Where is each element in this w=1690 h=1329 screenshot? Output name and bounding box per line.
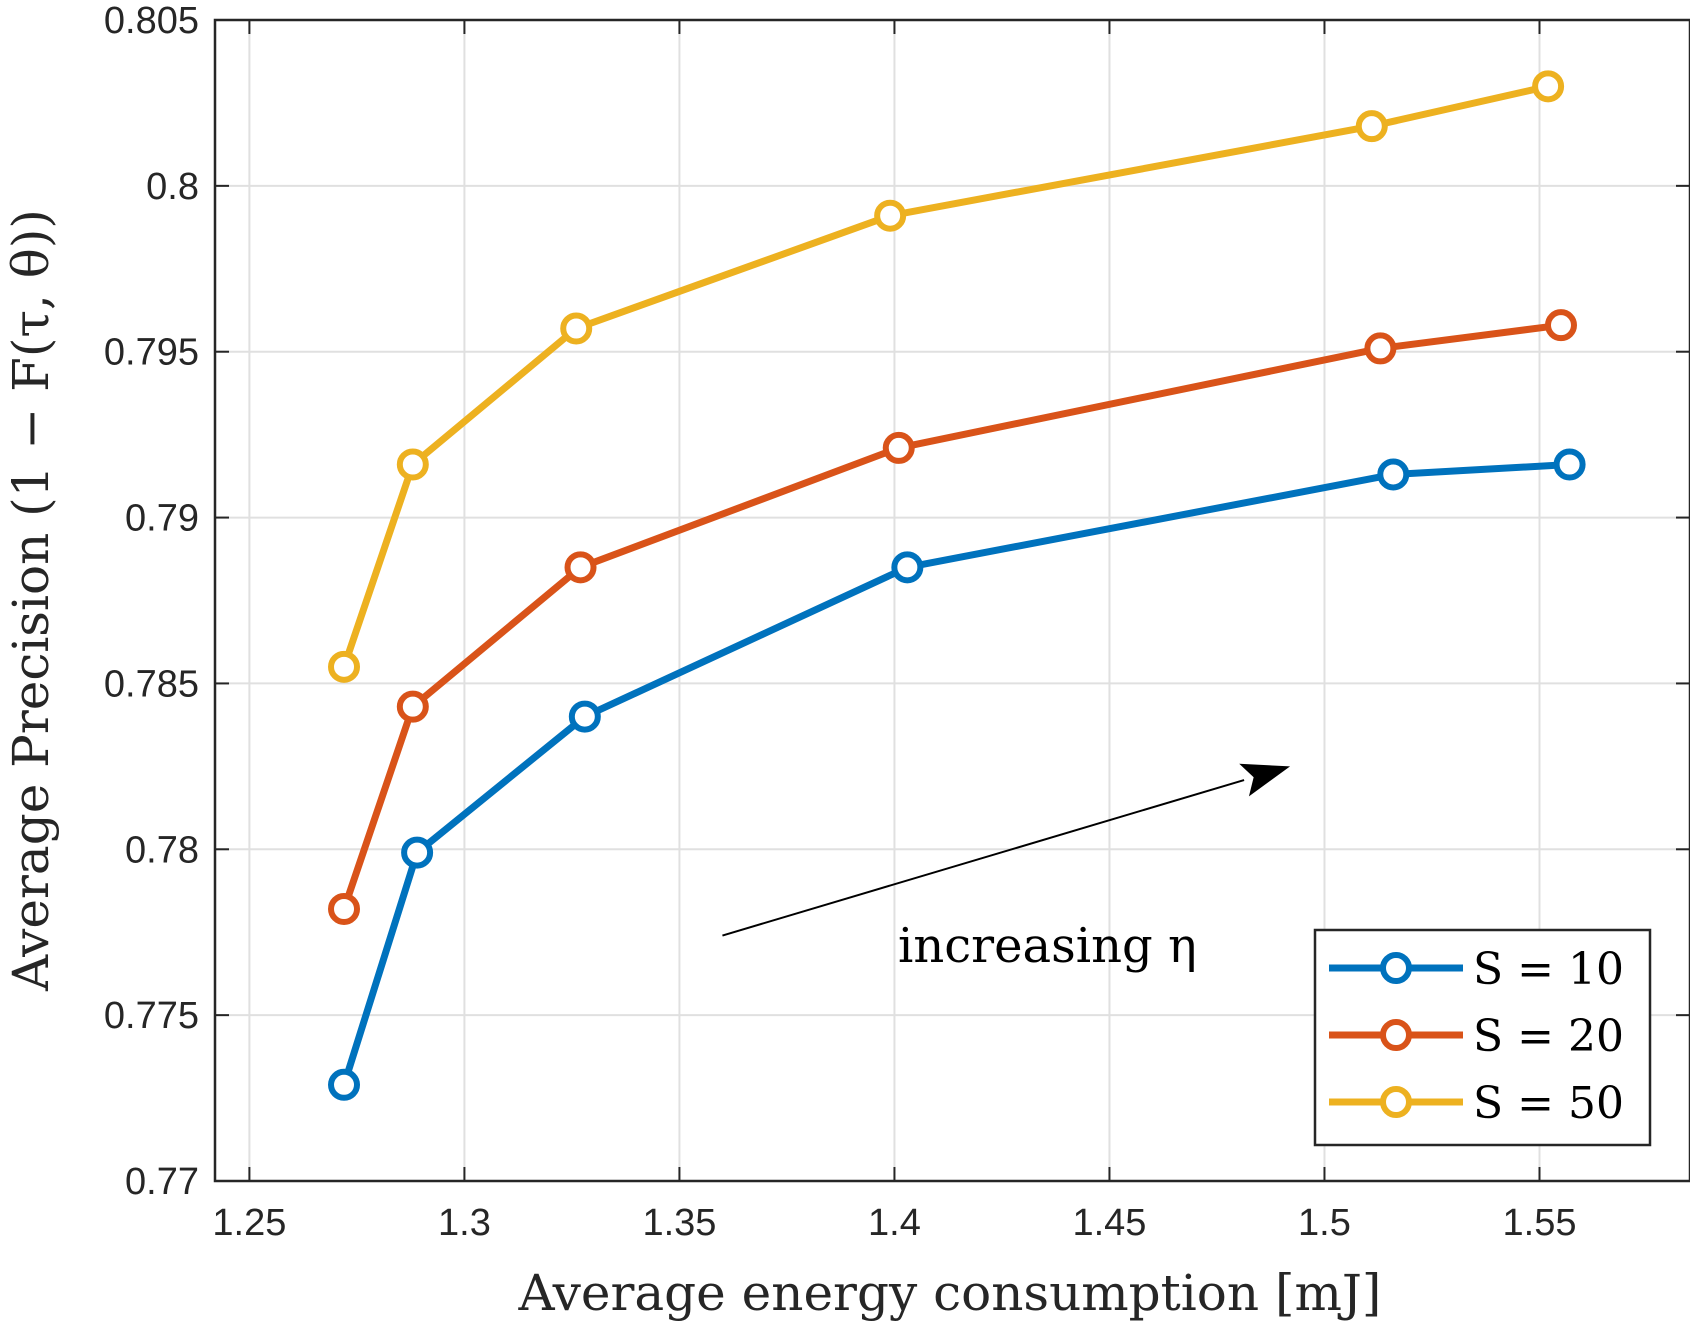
x-tick-label: 1.5	[1298, 1202, 1351, 1244]
x-tick-label: 1.25	[212, 1202, 286, 1244]
series-line	[340, 82, 1552, 671]
y-tick-label: 0.795	[104, 332, 199, 374]
axes-box	[213, 18, 1690, 1183]
y-axis-label: Average Precision (1 − F(τ, θ))	[2, 209, 60, 992]
data-point	[1544, 309, 1577, 342]
legend-marker	[1380, 1086, 1412, 1118]
data-point	[396, 448, 429, 481]
y-tick-label: 0.79	[125, 498, 199, 540]
series-line	[340, 321, 1565, 913]
arrow-shaft	[722, 779, 1245, 937]
series-3	[328, 70, 1565, 683]
series-layer	[328, 70, 1586, 1101]
y-tick-label: 0.8	[146, 166, 199, 208]
y-tick-label: 0.77	[125, 1161, 199, 1203]
x-tick-label: 1.55	[1503, 1202, 1577, 1244]
legend-label: S = 50	[1473, 1078, 1624, 1129]
data-point	[328, 650, 361, 683]
data-point	[328, 1068, 361, 1101]
data-point	[1377, 458, 1410, 491]
x-tick-label: 1.4	[868, 1202, 921, 1244]
y-tick-label: 0.775	[104, 995, 199, 1037]
data-point	[891, 551, 924, 584]
x-tick-label: 1.45	[1072, 1202, 1146, 1244]
data-point	[564, 551, 597, 584]
data-point	[568, 700, 601, 733]
data-point	[396, 690, 429, 723]
y-tick-label: 0.785	[104, 663, 199, 705]
legend-item-1: S = 10	[1329, 944, 1624, 995]
y-tick-label: 0.805	[104, 0, 199, 42]
x-axis-label: Average energy consumption [mJ]	[518, 1264, 1382, 1322]
y-tick-label: 0.78	[125, 829, 199, 871]
legend: S = 10 S = 20 S = 50	[1313, 928, 1652, 1147]
annotation-text: increasing η	[898, 918, 1197, 974]
x-tick-label: 1.35	[642, 1202, 716, 1244]
data-point	[882, 431, 915, 464]
series-2	[328, 309, 1577, 925]
arrow-head	[1239, 763, 1291, 797]
legend-label: S = 10	[1473, 944, 1624, 995]
legend-item-3: S = 50	[1329, 1078, 1624, 1129]
ticks: 1.25 1.3 1.35 1.4 1.45 1.5 1.55 0.77 0.775 0.78 0.…	[104, 0, 1690, 1244]
x-tick-label: 1.3	[438, 1202, 491, 1244]
data-point	[1364, 332, 1397, 365]
data-point	[874, 199, 907, 232]
data-point	[328, 892, 361, 925]
legend-item-2: S = 20	[1329, 1011, 1624, 1062]
data-point	[1355, 110, 1388, 143]
legend-label: S = 20	[1473, 1011, 1624, 1062]
legend-marker	[1380, 952, 1412, 984]
data-point	[1532, 70, 1565, 103]
data-point	[401, 836, 434, 869]
data-point	[560, 312, 593, 345]
annotation-layer: increasing η	[722, 763, 1291, 974]
legend-marker	[1380, 1019, 1412, 1051]
axes	[213, 18, 1690, 1183]
series-1	[328, 448, 1586, 1101]
data-point	[1553, 448, 1586, 481]
series-line	[340, 460, 1574, 1089]
